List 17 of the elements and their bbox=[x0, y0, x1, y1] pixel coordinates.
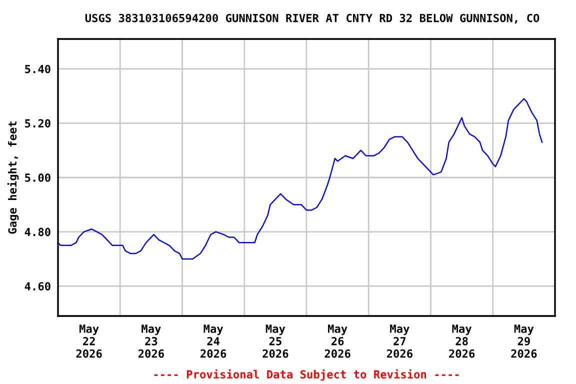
chart-title: USGS 383103106594200 GUNNISON RIVER AT CNTY RD 32 BELOW GUNNISON, CO bbox=[85, 14, 540, 24]
x-tick-label: May 27 2026 bbox=[386, 324, 412, 358]
x-tick-label: May 23 2026 bbox=[138, 324, 164, 358]
x-tick-label: May 26 2026 bbox=[324, 324, 350, 358]
y-axis-title: Gage height, feet bbox=[7, 122, 19, 234]
y-tick-label: 5.40 bbox=[25, 64, 50, 74]
y-tick-label: 4.60 bbox=[24, 282, 50, 291]
x-tick-label: May 24 2026 bbox=[200, 324, 226, 358]
x-tick-label: May 25 2026 bbox=[262, 324, 288, 358]
line-series bbox=[58, 98, 543, 260]
x-tick-label: May 28 2026 bbox=[449, 324, 475, 358]
y-tick-label: 5.20 bbox=[25, 119, 50, 128]
y-tick-label: 5.00 bbox=[25, 173, 50, 182]
y-tick-label: 4.80 bbox=[24, 228, 50, 236]
x-tick-label: May 22 2026 bbox=[76, 324, 102, 358]
text: ---- Provisional Data Subject to Revision ---- bbox=[154, 369, 459, 381]
x-tick-label: May 29 2026 bbox=[511, 324, 537, 358]
